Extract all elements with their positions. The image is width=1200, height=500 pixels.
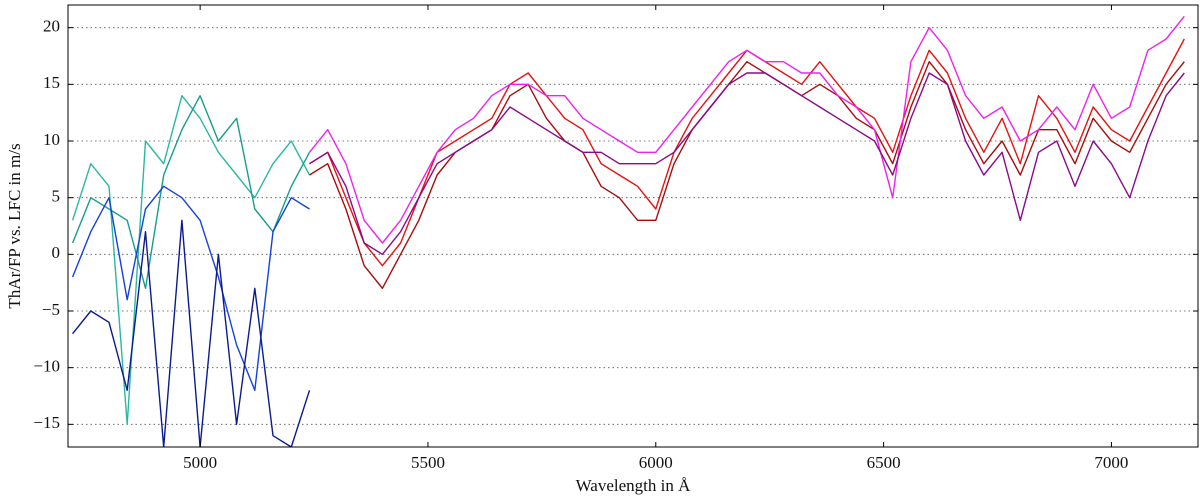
y-axis-label: ThAr/FP vs. LFC in m/s (5, 143, 24, 308)
series-line (309, 61, 1185, 289)
series-line (72, 219, 311, 447)
y-tick-label: 5 (52, 187, 61, 206)
x-tick-label: 6500 (867, 453, 901, 472)
series-line (309, 72, 1185, 255)
lines (71, 15, 1185, 447)
plot-frame (67, 4, 1199, 448)
y-tick-label: 10 (43, 130, 60, 149)
y-tick-label: 20 (43, 17, 60, 36)
series-line (71, 185, 310, 391)
y-tick-label: 15 (43, 73, 60, 92)
y-tick-label: −5 (42, 300, 60, 319)
y-tick-label: −15 (33, 413, 60, 432)
series-line (71, 95, 311, 425)
x-tick-label: 6000 (639, 453, 673, 472)
x-tick-label: 7000 (1094, 453, 1128, 472)
y-tick-label: 0 (52, 243, 61, 262)
axes: −15 −10 −5 0 5 10 15 20 5000 5500 6000 6500 7000 (33, 5, 1198, 472)
series-line (308, 15, 1185, 244)
series-line (71, 95, 311, 289)
grid (68, 27, 1198, 425)
y-tick-label: −10 (33, 357, 60, 376)
x-tick-label: 5500 (411, 453, 445, 472)
x-tick-label: 5000 (183, 453, 217, 472)
x-axis-label: Wavelength in Å (576, 476, 691, 495)
